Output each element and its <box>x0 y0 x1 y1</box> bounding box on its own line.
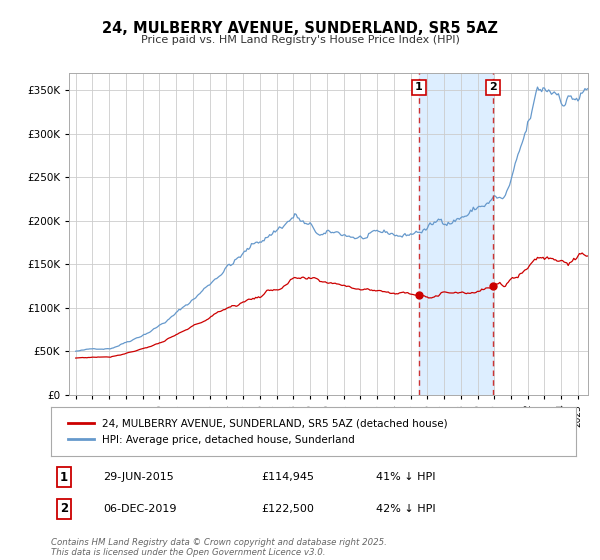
Legend: 24, MULBERRY AVENUE, SUNDERLAND, SR5 5AZ (detached house), HPI: Average price, d: 24, MULBERRY AVENUE, SUNDERLAND, SR5 5AZ… <box>61 413 454 451</box>
Text: £114,945: £114,945 <box>261 472 314 482</box>
Text: 1: 1 <box>60 471 68 484</box>
Text: 2: 2 <box>489 82 497 92</box>
Bar <box>419 73 493 395</box>
Text: 41% ↓ HPI: 41% ↓ HPI <box>377 472 436 482</box>
Text: 42% ↓ HPI: 42% ↓ HPI <box>377 503 436 514</box>
Text: 06-DEC-2019: 06-DEC-2019 <box>104 503 177 514</box>
Text: Price paid vs. HM Land Registry's House Price Index (HPI): Price paid vs. HM Land Registry's House … <box>140 35 460 45</box>
Text: 24, MULBERRY AVENUE, SUNDERLAND, SR5 5AZ: 24, MULBERRY AVENUE, SUNDERLAND, SR5 5AZ <box>102 21 498 36</box>
Text: 2: 2 <box>60 502 68 515</box>
Text: Contains HM Land Registry data © Crown copyright and database right 2025.
This d: Contains HM Land Registry data © Crown c… <box>51 538 387 557</box>
Text: £122,500: £122,500 <box>261 503 314 514</box>
Text: 29-JUN-2015: 29-JUN-2015 <box>104 472 174 482</box>
Text: 1: 1 <box>415 82 423 92</box>
